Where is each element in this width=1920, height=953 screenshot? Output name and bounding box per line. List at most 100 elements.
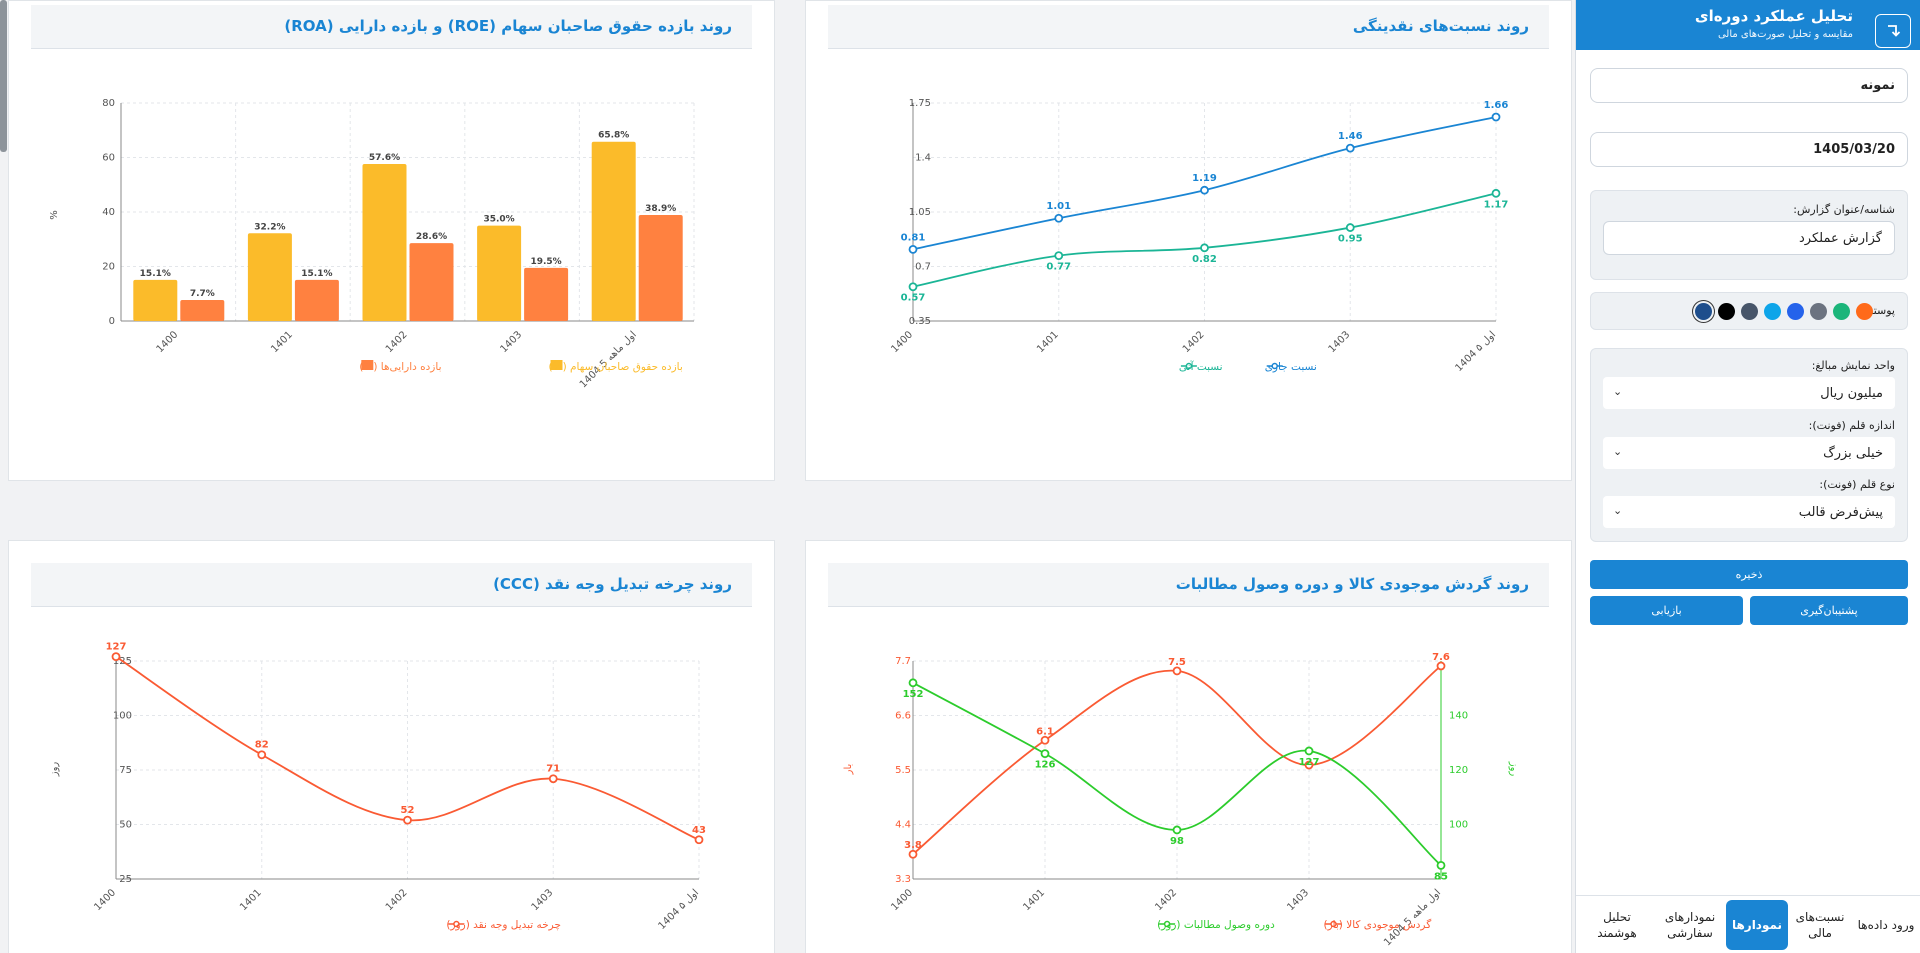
panel-title: روند گردش موجودی کالا و دوره وصول مطالبا… xyxy=(1175,575,1529,593)
data-label: 1.01 xyxy=(1046,201,1071,212)
theme-swatch[interactable] xyxy=(1833,303,1850,320)
x-tick-label: 1402 xyxy=(1181,329,1207,355)
font-size-select[interactable]: خیلی بزرگ ⌄ xyxy=(1603,437,1895,469)
tab-data-entry[interactable]: ورود داده‌ها xyxy=(1857,917,1915,932)
liquidity-panel: روند نسبت‌های نقدینگی 0.35 0.7 1.05 1.4 1.75… xyxy=(805,0,1572,481)
y-tick-label: 75 xyxy=(119,765,132,776)
scrollbar-thumb[interactable] xyxy=(0,0,7,152)
legend-label: بازده حقوق صاحبان سهام (%) xyxy=(549,361,683,373)
theme-swatch[interactable] xyxy=(1695,303,1712,320)
tab-smart-analysis[interactable]: تحلیل هوشمند xyxy=(1597,909,1637,940)
y-tick-label: 0 xyxy=(109,316,115,327)
bar xyxy=(180,300,225,321)
x-tick-label: 1403 xyxy=(498,329,524,355)
save-button[interactable]: ذخیره xyxy=(1590,560,1908,589)
y-tick-label: 25 xyxy=(119,874,132,885)
x-tick-label: 1404 اول ماهه 5 xyxy=(578,329,639,390)
backup-button[interactable]: پشتیبان‌گیری xyxy=(1750,596,1908,625)
x-tick-label: 1403 xyxy=(530,887,556,913)
report-id-input[interactable]: گزارش عملکرد xyxy=(1603,221,1895,255)
data-point xyxy=(1172,666,1182,676)
data-point xyxy=(548,774,558,784)
bar-value-label: 32.2% xyxy=(254,222,285,232)
theme-swatch[interactable] xyxy=(1718,303,1735,320)
panel-title: روند چرخه تبدیل وجه نقد (CCC) xyxy=(493,575,732,593)
bar xyxy=(638,214,683,321)
y-tick-label: 100 xyxy=(113,711,132,722)
y-tick-label: 20 xyxy=(102,262,115,273)
data-label: 1.19 xyxy=(1192,173,1217,184)
data-label: 0.57 xyxy=(901,293,926,304)
panel-header: روند گردش موجودی کالا و دوره وصول مطالبا… xyxy=(828,563,1549,607)
x-tick-label: 1404 اول ۵ xyxy=(657,887,702,932)
unit-select[interactable]: میلیون ریال ⌄ xyxy=(1603,377,1895,409)
x-tick-label: 1401 xyxy=(1021,887,1047,913)
report-date-value: 1405/03/20 xyxy=(1813,142,1895,157)
tab-charts[interactable]: نمودارها xyxy=(1726,900,1788,950)
data-label: 85 xyxy=(1434,871,1448,882)
legend-marker-dot xyxy=(1185,362,1193,370)
data-point xyxy=(1054,251,1064,261)
bar xyxy=(247,233,292,321)
data-label: 43 xyxy=(692,825,706,836)
bar-value-label: 7.7% xyxy=(190,289,215,299)
company-name-value: نمونه xyxy=(1860,78,1895,93)
return-arrow-icon[interactable] xyxy=(1875,14,1911,48)
x-tick-label: 1402 xyxy=(1153,887,1179,913)
data-point xyxy=(111,652,121,662)
data-point xyxy=(1200,243,1209,253)
legend-label: بازده دارایی‌ها (%) xyxy=(359,361,441,373)
legend-swatch xyxy=(550,360,563,370)
y-tick-label: 50 xyxy=(119,820,132,831)
data-label: 126 xyxy=(1035,760,1056,771)
chevron-down-icon: ⌄ xyxy=(1613,504,1623,517)
bar-value-label: 19.5% xyxy=(530,257,561,267)
y-right-tick-label: 120 xyxy=(1449,765,1468,776)
theme-swatch[interactable] xyxy=(1856,303,1873,320)
data-point xyxy=(908,282,918,292)
app-title: تحلیل عملکرد دوره‌ای xyxy=(1694,7,1853,25)
y-tick-label: 0.35 xyxy=(909,316,931,327)
bar-value-label: 57.6% xyxy=(369,153,400,163)
panel-header: روند نسبت‌های نقدینگی xyxy=(828,5,1549,49)
legend-label: نسبت آنی xyxy=(1179,360,1223,373)
data-point xyxy=(1436,661,1446,671)
font-type-label: نوع قلم (فونت): xyxy=(1819,478,1895,491)
company-name-field[interactable]: نمونه xyxy=(1590,68,1908,103)
font-type-select-value: پیش‌فرض قالب xyxy=(1798,504,1883,520)
bar xyxy=(591,141,636,321)
data-point xyxy=(1054,213,1064,223)
y-tick-label: 7.7 xyxy=(895,656,911,667)
report-date-field[interactable]: 1405/03/20 xyxy=(1590,132,1908,167)
bar xyxy=(362,164,407,321)
bar xyxy=(409,243,454,321)
tab-custom-charts[interactable]: نمودارهای سفارشی xyxy=(1664,909,1716,940)
y-right-tick-label: 100 xyxy=(1449,820,1468,831)
theme-swatch[interactable] xyxy=(1787,303,1804,320)
x-tick-label: 1400 xyxy=(889,329,915,355)
legend-marker-dot xyxy=(453,920,460,928)
tab-financial-ratios[interactable]: نسبت‌های مالی xyxy=(1795,909,1845,940)
turnover-panel: روند گردش موجودی کالا و دوره وصول مطالبا… xyxy=(805,540,1572,953)
x-tick-label: 1400 xyxy=(889,887,915,913)
font-type-select[interactable]: پیش‌فرض قالب ⌄ xyxy=(1603,496,1895,528)
data-label: 0.81 xyxy=(901,232,926,243)
theme-swatch[interactable] xyxy=(1741,303,1758,320)
unit-label: واحد نمایش مبالغ: xyxy=(1811,359,1895,372)
y-tick-label: 40 xyxy=(102,207,115,218)
x-tick-label: 1404 اول ۵ xyxy=(1454,329,1499,374)
y-tick-label: 1.4 xyxy=(915,153,931,164)
restore-button[interactable]: بازیابی xyxy=(1590,596,1743,625)
bar xyxy=(477,225,522,321)
data-point xyxy=(1345,143,1355,153)
data-point xyxy=(1040,735,1050,745)
x-tick-label: 1402 xyxy=(384,887,410,913)
bar-value-label: 28.6% xyxy=(416,232,447,242)
roe-roa-panel: روند بازده حقوق صاحبان سهام (ROE) و بازد… xyxy=(8,0,775,481)
theme-swatch[interactable] xyxy=(1764,303,1781,320)
x-tick-label: 1401 xyxy=(238,887,264,913)
data-label: 7.5 xyxy=(1168,657,1186,668)
theme-swatch[interactable] xyxy=(1810,303,1827,320)
y-axis-label: % xyxy=(49,210,60,220)
